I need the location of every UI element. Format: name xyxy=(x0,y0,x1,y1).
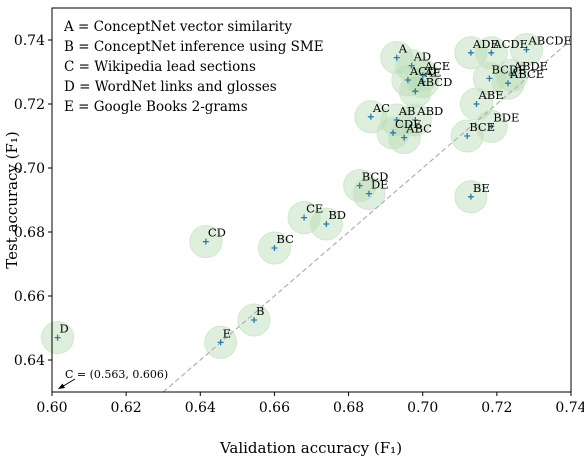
annotation-arrowhead xyxy=(58,383,65,389)
data-point-marker xyxy=(412,88,419,95)
legend-entry: B = ConceptNet inference using SME xyxy=(64,39,324,55)
point-label: BCDE xyxy=(491,62,526,76)
y-tick-label: 0.68 xyxy=(14,225,45,241)
data-point-marker xyxy=(467,193,474,200)
x-tick-label: 0.64 xyxy=(185,400,216,416)
point-label: BCD xyxy=(362,170,389,184)
data-point-marker xyxy=(467,49,474,56)
legend-entry: A = ConceptNet vector similarity xyxy=(63,19,292,35)
data-point-marker xyxy=(393,117,400,123)
point-label: B xyxy=(256,304,264,318)
point-label: ABC xyxy=(405,122,432,136)
data-point-marker xyxy=(408,62,415,69)
point-label: AD xyxy=(413,50,432,64)
point-label: BE xyxy=(473,181,490,195)
data-point-marker xyxy=(356,182,363,189)
point-label: AE xyxy=(424,66,442,80)
point-label: DE xyxy=(371,178,389,192)
y-axis-title: Test accuracy (F₁) xyxy=(3,131,21,269)
plot-frame xyxy=(51,7,572,393)
point-label: CDE xyxy=(395,117,421,131)
data-point-marker xyxy=(323,221,330,227)
point-label: ACDE xyxy=(492,37,528,51)
x-tick-label: 0.60 xyxy=(36,400,67,416)
data-point-marker xyxy=(271,245,278,251)
data-point-marker xyxy=(54,334,61,341)
data-point-marker xyxy=(419,72,426,79)
x-axis-title: Validation accuracy (F₁) xyxy=(219,439,402,457)
data-point-marker xyxy=(486,75,493,82)
data-point-marker xyxy=(488,49,495,56)
point-label: ABE xyxy=(477,88,503,102)
data-point-marker xyxy=(367,113,374,120)
y-tick-label: 0.66 xyxy=(14,289,45,305)
data-point-marker xyxy=(504,80,511,87)
x-tick-label: 0.72 xyxy=(481,400,512,416)
point-label: ACD xyxy=(409,64,436,78)
point-label: AB xyxy=(398,104,416,118)
point-label: BCE xyxy=(469,120,495,134)
data-point-marker xyxy=(464,133,471,139)
point-label: ABD xyxy=(416,104,443,118)
point-label: BDE xyxy=(493,110,519,124)
legend-entry: C = Wikipedia lead sections xyxy=(64,59,256,75)
x-tick-label: 0.70 xyxy=(407,400,438,416)
data-point-marker xyxy=(202,238,209,245)
legend-entry: E = Google Books 2-grams xyxy=(64,99,248,115)
data-point-marker xyxy=(393,54,400,61)
point-label: A xyxy=(398,42,408,56)
data-point-marker xyxy=(473,101,480,107)
data-point-marker xyxy=(404,77,411,83)
data-point-marker xyxy=(401,134,408,141)
point-label: D xyxy=(60,322,69,336)
point-label: ABDE xyxy=(513,59,548,73)
data-point-marker xyxy=(523,46,530,53)
y-tick-label: 0.70 xyxy=(14,161,45,177)
data-point-marker xyxy=(301,214,308,221)
point-label: E xyxy=(223,326,231,340)
data-point-marker xyxy=(508,72,515,79)
x-tick-label: 0.68 xyxy=(333,400,364,416)
y-tick-label: 0.64 xyxy=(14,353,45,369)
offscale-annotation: C = (0.563, 0.606) xyxy=(58,368,168,389)
point-label: ABCD xyxy=(416,75,452,89)
data-point-marker xyxy=(217,339,224,346)
data-point-marker xyxy=(419,78,426,85)
legend: A = ConceptNet vector similarity B = Con… xyxy=(63,19,324,115)
x-tick-label: 0.62 xyxy=(111,400,142,416)
y-tick-label: 0.74 xyxy=(14,33,45,49)
data-point-marker xyxy=(412,117,419,123)
point-label: CD xyxy=(208,226,226,240)
point-label: ACE xyxy=(424,59,451,73)
point-label: BC xyxy=(276,232,294,246)
data-point-marker xyxy=(488,123,495,130)
x-tick-label: 0.66 xyxy=(259,400,290,416)
point-label: ABCDE xyxy=(528,34,572,48)
annotation-label: C = (0.563, 0.606) xyxy=(65,368,168,381)
x-tick-label: 0.74 xyxy=(555,400,584,416)
data-point-marker xyxy=(365,190,372,197)
diagonal-reference-line xyxy=(162,39,572,393)
point-label: CE xyxy=(306,202,323,216)
y-tick-label: 0.72 xyxy=(14,97,45,113)
data-point-marker xyxy=(251,317,258,323)
point-label: ABCE xyxy=(509,67,544,81)
point-label: AC xyxy=(372,101,390,115)
point-label: ADE xyxy=(472,37,499,51)
legend-entry: D = WordNet links and glosses xyxy=(64,79,277,95)
data-point-marker xyxy=(390,129,397,136)
point-label: BD xyxy=(328,208,346,222)
